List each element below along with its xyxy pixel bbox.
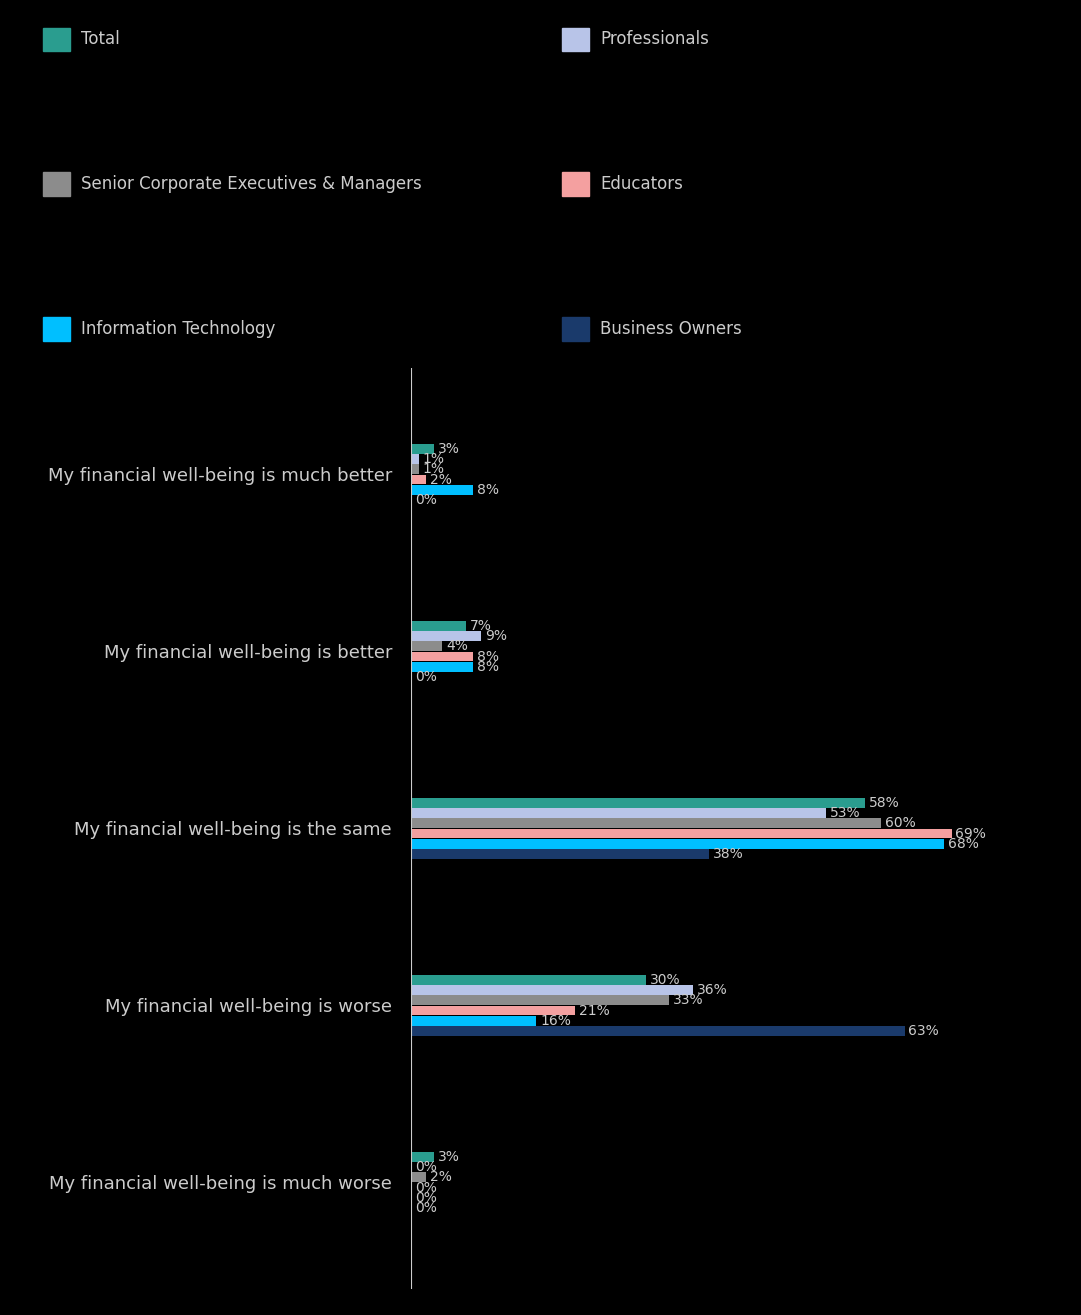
Bar: [411, 621, 466, 631]
Text: 58%: 58%: [869, 796, 900, 810]
Text: 8%: 8%: [478, 650, 499, 664]
Bar: [411, 1173, 427, 1182]
Text: 0%: 0%: [415, 1160, 437, 1174]
Text: 33%: 33%: [673, 993, 704, 1007]
Text: 0%: 0%: [415, 671, 437, 684]
Bar: [411, 485, 473, 494]
Text: 2%: 2%: [430, 1170, 452, 1185]
Text: 3%: 3%: [438, 442, 461, 456]
Text: 69%: 69%: [956, 827, 986, 840]
Text: 53%: 53%: [830, 806, 860, 821]
Bar: [411, 985, 693, 995]
Text: 38%: 38%: [712, 847, 744, 861]
Text: 8%: 8%: [478, 660, 499, 673]
Text: 0%: 0%: [415, 1191, 437, 1205]
Text: Total: Total: [81, 30, 120, 49]
Text: 60%: 60%: [885, 817, 916, 830]
Text: 2%: 2%: [430, 472, 452, 487]
Text: 68%: 68%: [948, 836, 978, 851]
Text: 21%: 21%: [579, 1003, 610, 1018]
Text: 0%: 0%: [415, 1201, 437, 1215]
Bar: [411, 1006, 575, 1015]
Text: Senior Corporate Executives & Managers: Senior Corporate Executives & Managers: [81, 175, 422, 193]
Text: Professionals: Professionals: [600, 30, 709, 49]
Text: Information Technology: Information Technology: [81, 320, 276, 338]
Bar: [411, 809, 826, 818]
Bar: [411, 631, 481, 640]
Text: 0%: 0%: [415, 493, 437, 508]
Bar: [411, 839, 944, 848]
Text: 7%: 7%: [469, 619, 492, 633]
Text: 36%: 36%: [697, 984, 728, 997]
Bar: [411, 454, 418, 464]
Text: 0%: 0%: [415, 1181, 437, 1194]
Text: Educators: Educators: [600, 175, 683, 193]
Bar: [411, 1152, 435, 1161]
Text: 1%: 1%: [423, 463, 444, 476]
Bar: [411, 652, 473, 661]
Bar: [411, 798, 866, 807]
Bar: [411, 1026, 905, 1036]
Text: 16%: 16%: [540, 1014, 571, 1028]
Bar: [411, 444, 435, 454]
Text: 1%: 1%: [423, 452, 444, 466]
Text: Business Owners: Business Owners: [600, 320, 742, 338]
Text: 63%: 63%: [908, 1024, 939, 1038]
Text: 9%: 9%: [485, 629, 507, 643]
Bar: [411, 1016, 536, 1026]
Text: 8%: 8%: [478, 483, 499, 497]
Text: 3%: 3%: [438, 1149, 461, 1164]
Bar: [411, 995, 669, 1005]
Bar: [411, 464, 418, 475]
Text: 30%: 30%: [650, 973, 680, 986]
Bar: [411, 642, 442, 651]
Bar: [411, 974, 646, 985]
Bar: [411, 818, 881, 828]
Text: 4%: 4%: [446, 639, 468, 654]
Bar: [411, 475, 427, 484]
Bar: [411, 849, 709, 859]
Bar: [411, 661, 473, 672]
Bar: [411, 828, 951, 839]
